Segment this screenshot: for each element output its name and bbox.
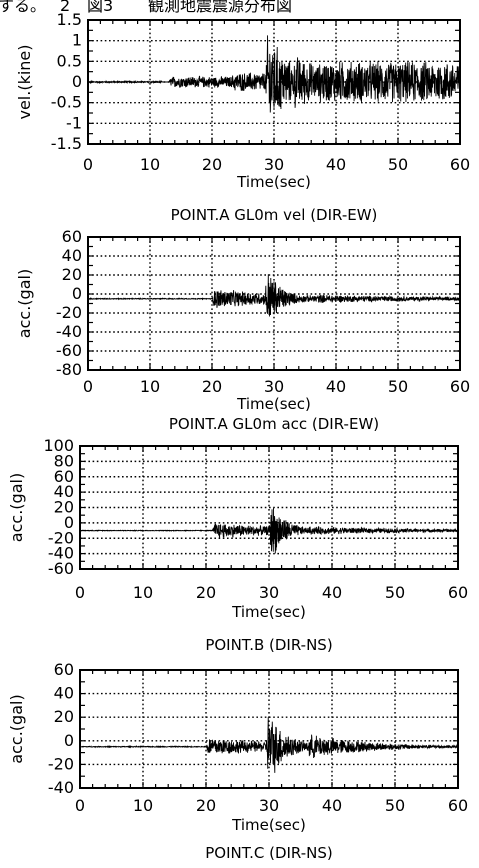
x-axis-label: Time(sec) (231, 603, 306, 621)
y-tick-label: -40 (56, 322, 82, 341)
x-tick-label: 30 (264, 155, 284, 174)
y-tick-label: 60 (54, 660, 74, 679)
y-tick-label: -20 (48, 528, 74, 547)
plot-frame (87, 19, 461, 145)
x-tick-label: 40 (322, 583, 342, 602)
y-tick-label: 40 (54, 684, 74, 703)
plot-frame (79, 445, 459, 570)
x-tick-label: 0 (75, 796, 85, 815)
y-tick-label: -60 (56, 341, 82, 360)
y-tick-label: 0 (72, 72, 82, 91)
y-tick-label: -1.5 (51, 134, 82, 153)
x-tick-label: 50 (385, 583, 405, 602)
y-axis-label: acc.(gal) (7, 694, 26, 763)
x-axis-label: Time(sec) (231, 816, 306, 834)
y-tick-label: 60 (62, 227, 82, 246)
x-tick-label: 60 (448, 796, 468, 815)
waveform-series (79, 508, 459, 554)
x-tick-label: 20 (196, 796, 216, 815)
y-tick-label: 20 (54, 707, 74, 726)
x-tick-label: 30 (259, 583, 279, 602)
y-axis-label: acc.(gal) (15, 269, 34, 338)
y-tick-label: 80 (54, 451, 74, 470)
x-tick-label: 40 (326, 377, 346, 396)
x-tick-label: 60 (448, 583, 468, 602)
x-tick-label: 50 (388, 377, 408, 396)
y-tick-label: 0.5 (57, 51, 82, 70)
y-axis-label: acc.(gal) (7, 473, 26, 542)
y-tick-label: -40 (48, 778, 74, 797)
x-tick-label: 50 (385, 796, 405, 815)
plot-frame (87, 236, 461, 371)
y-tick-label: 20 (54, 498, 74, 517)
y-tick-label: -1 (66, 113, 82, 132)
y-tick-label: 20 (62, 265, 82, 284)
y-tick-label: 40 (62, 246, 82, 265)
x-axis-label: Time(sec) (236, 173, 311, 191)
x-tick-label: 10 (140, 377, 160, 396)
x-tick-label: 40 (322, 796, 342, 815)
x-tick-label: 20 (196, 583, 216, 602)
x-tick-label: 0 (83, 155, 93, 174)
chart-title: POINT.B (DIR-NS) (205, 636, 332, 654)
y-tick-label: 0 (72, 284, 82, 303)
x-axis-label: Time(sec) (236, 395, 311, 413)
x-tick-label: 0 (75, 583, 85, 602)
y-tick-label: 60 (54, 467, 74, 486)
x-tick-label: 50 (388, 155, 408, 174)
x-tick-label: 10 (133, 583, 153, 602)
chart-panel-2: 0 10 20 30 40 50 606040200-20-40-60-80Time(sec… (15, 227, 470, 433)
x-tick-label: 10 (133, 796, 153, 815)
chart-title: POINT.A GL0m vel (DIR-EW) (171, 206, 378, 224)
y-tick-label: -0.5 (51, 93, 82, 112)
y-tick-label: 0 (64, 513, 74, 532)
y-tick-label: -80 (56, 360, 82, 379)
y-tick-label: -60 (48, 559, 74, 578)
plot-frame (79, 669, 459, 789)
figure-label: 図3 (87, 0, 114, 15)
x-tick-label: 0 (83, 377, 93, 396)
x-tick-label: 40 (326, 155, 346, 174)
waveform-series (87, 35, 461, 113)
y-tick-label: 40 (54, 482, 74, 501)
y-tick-label: 0 (64, 731, 74, 750)
x-tick-label: 20 (202, 377, 222, 396)
y-tick-label: 1.5 (57, 10, 82, 29)
x-tick-label: 30 (259, 796, 279, 815)
x-tick-label: 60 (450, 155, 470, 174)
y-tick-label: 100 (43, 436, 74, 455)
figure-title: 観測地震震源分布図 (148, 0, 293, 15)
y-tick-label: -20 (48, 754, 74, 773)
waveform-series (87, 274, 461, 317)
y-axis-label: vel.(kine) (15, 44, 34, 119)
header-fragment: する。 (0, 0, 47, 15)
chart-panel-4: 0 10 20 30 40 50 60 60 40 20 0 -20 -40 Time(sec) acc.(… (7, 660, 468, 862)
x-tick-label: 30 (264, 377, 284, 396)
y-tick-label: -20 (56, 303, 82, 322)
header-prefix: 2 (60, 0, 71, 15)
y-tick-label: -40 (48, 544, 74, 563)
y-tick-label: 1 (72, 31, 82, 50)
chart-title: POINT.C (DIR-NS) (205, 844, 333, 862)
waveform-series (79, 717, 459, 773)
x-tick-label: 10 (140, 155, 160, 174)
chart-panel-3: 0 10 20 30 40 50 60100806040200-20-40-60Time(s… (7, 436, 468, 654)
x-tick-label: 60 (450, 377, 470, 396)
chart-title: POINT.A GL0m acc (DIR-EW) (169, 415, 379, 433)
x-tick-label: 20 (202, 155, 222, 174)
chart-panel-1: 0 10 20 30 40 50 60 1.5 10.5 0 -0.5-1 -1.5 Time(sec)… (15, 10, 470, 224)
